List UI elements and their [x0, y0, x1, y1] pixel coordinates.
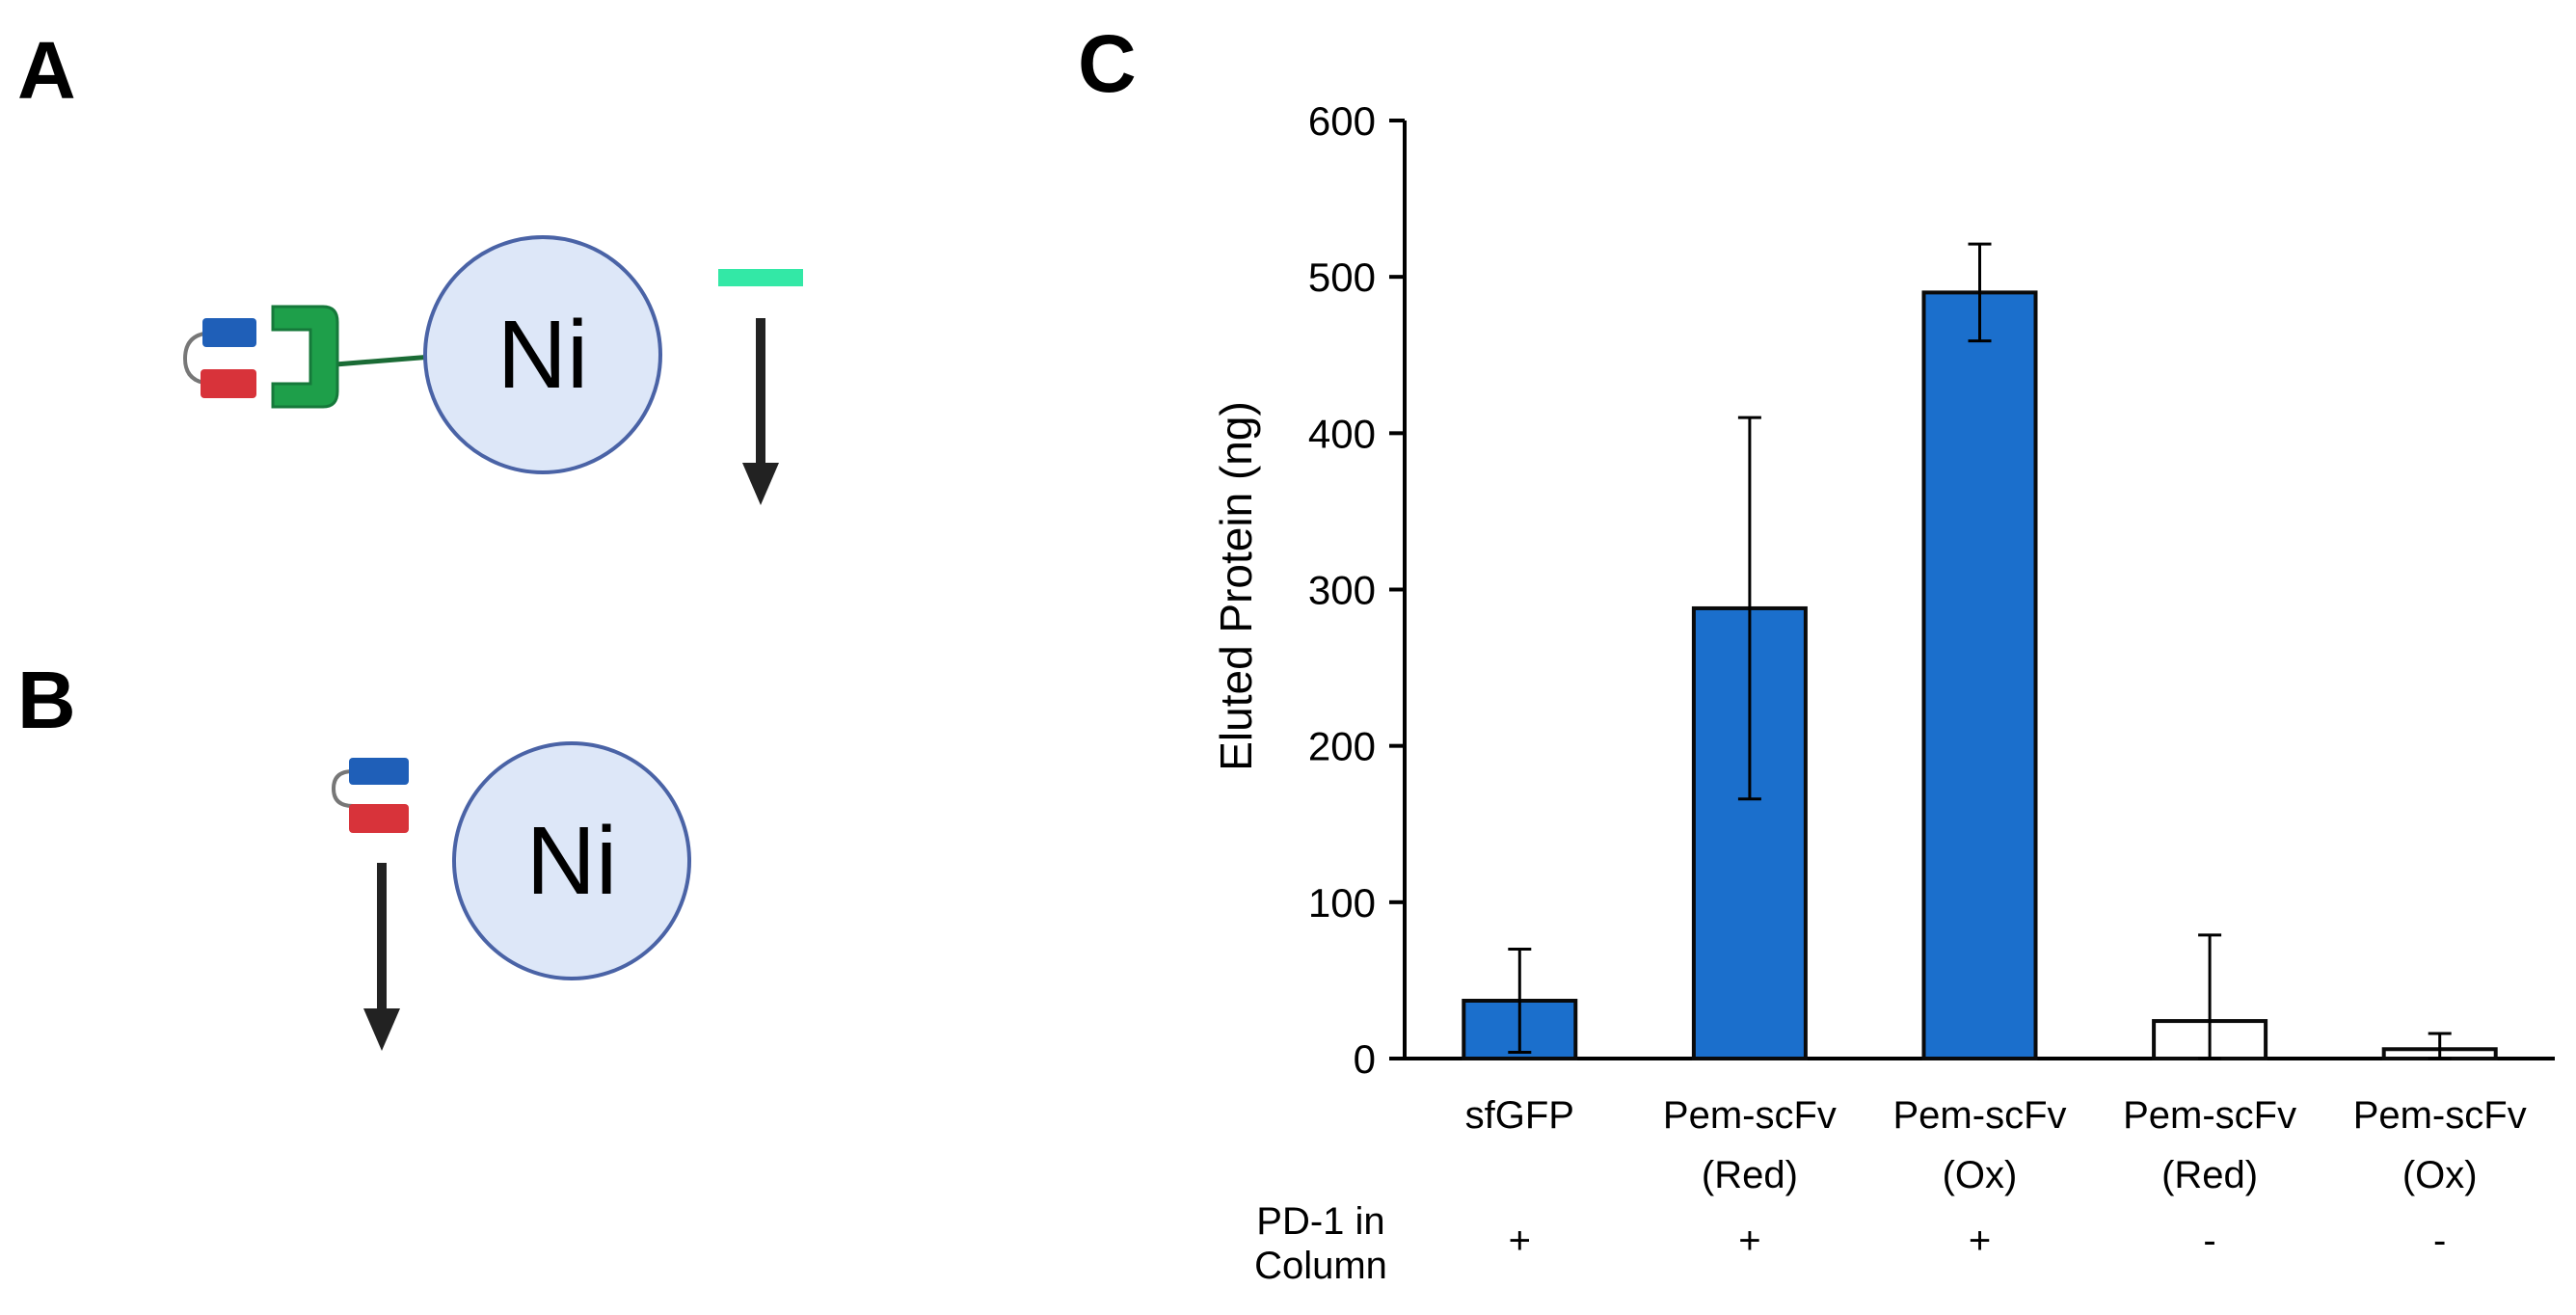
panel-label-b: B	[17, 655, 76, 745]
category-label-line2: (Red)	[1702, 1154, 1798, 1196]
flow-arrow-b-head	[363, 1008, 400, 1051]
y-tick-label: 100	[1308, 880, 1376, 926]
ni-bead-b	[452, 741, 691, 980]
error-bar	[2428, 1032, 2452, 1060]
bar-chart: Eluted Protein (ng) 0100200300400500600 …	[1211, 98, 2555, 1287]
pd1-row-label-line2: Column	[1254, 1245, 1387, 1287]
pd1-mark: -	[2203, 1220, 2215, 1262]
panel-label-a: A	[17, 25, 76, 116]
y-tick-label: 600	[1308, 98, 1376, 144]
error-bar	[1508, 947, 1532, 1055]
error-bar	[1737, 416, 1761, 801]
scfv-b-blue-domain-icon	[349, 758, 409, 785]
pd1-mark: +	[1509, 1220, 1531, 1262]
linker-line	[335, 354, 433, 367]
scfv-b-red-domain-icon	[349, 804, 409, 833]
ni-bead-b-label: Ni	[526, 807, 617, 915]
category-label-line2: (Ox)	[2402, 1154, 2478, 1196]
pd1-receptor-icon	[271, 305, 339, 409]
y-tick-label: 0	[1354, 1036, 1376, 1082]
scfv-loop-icon	[182, 331, 215, 386]
bars	[1462, 242, 2498, 1061]
flow-arrow-a-head	[742, 463, 779, 505]
y-tick-label: 500	[1308, 255, 1376, 300]
pd1-row-label-line1: PD-1 in	[1256, 1200, 1384, 1243]
category-label-line2: (Red)	[2161, 1154, 2258, 1196]
pd1-marks: + + + - -	[1509, 1220, 2447, 1262]
category-label-line2: (Ox)	[1943, 1154, 2018, 1196]
ni-bead-a	[423, 235, 662, 474]
category-label: Pem-scFv	[2123, 1094, 2296, 1137]
pd1-row: PD-1 in Column + + + - -	[1254, 1200, 2446, 1287]
ni-bead-a-label: Ni	[497, 301, 588, 409]
scfv-b-loop-icon	[331, 769, 354, 808]
panel-label-c: C	[1078, 18, 1137, 109]
category-labels: sfGFP Pem-scFv (Red) Pem-scFv (Ox) Pem-scFv (R…	[1465, 1094, 2527, 1196]
pd1-mark: +	[1969, 1220, 1991, 1262]
y-tick-label: 300	[1308, 568, 1376, 613]
category-label: Pem-scFv	[1893, 1094, 2067, 1137]
category-label: Pem-scFv	[1663, 1094, 1837, 1137]
pd1-mark: +	[1738, 1220, 1760, 1262]
y-axis-title: Eluted Protein (ng)	[1211, 401, 1261, 771]
error-bar	[2198, 933, 2222, 1060]
pd1-mark: -	[2433, 1220, 2446, 1262]
y-ticks: 0 100 200 300 400 500 600	[1308, 98, 1405, 1082]
y-tick-label: 200	[1308, 724, 1376, 769]
ligand-bar-icon	[718, 269, 803, 286]
y-tick-label: 400	[1308, 411, 1376, 456]
panel-a-diagram: Ni	[182, 235, 803, 505]
category-label: sfGFP	[1465, 1094, 1574, 1137]
category-label: Pem-scFv	[2353, 1094, 2527, 1137]
scfv-red-domain-icon	[201, 369, 256, 398]
panel-b-diagram: Ni	[331, 741, 691, 1051]
bar	[1921, 290, 2038, 1060]
scfv-blue-domain-icon	[202, 318, 256, 347]
error-bar	[1968, 242, 1992, 343]
